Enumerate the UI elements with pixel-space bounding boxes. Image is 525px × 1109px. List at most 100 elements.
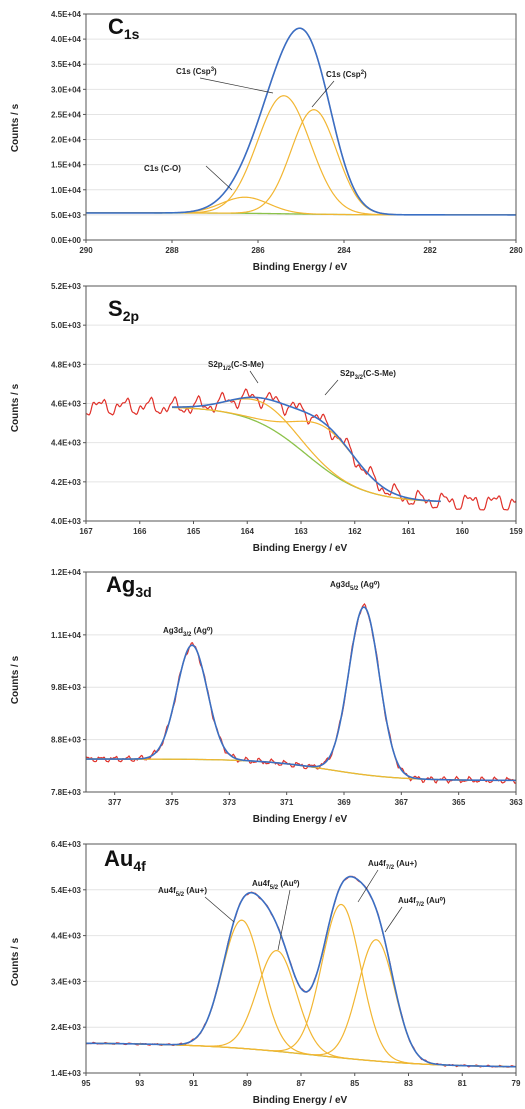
c1s-y-tick-label: 1.0E+04	[51, 186, 82, 195]
panel-s2p: 4.0E+03 4.2E+03 4.4E+03 4.6E+03 4.8E+03 5.0E+…	[10, 282, 523, 554]
au4f-grid	[86, 889, 516, 1028]
au4f-y-tick-label: 3.4E+03	[51, 977, 82, 986]
ag3d-x-tick-label: 375	[165, 798, 179, 807]
panel-au4f: 1.4E+03 2.4E+03 3.4E+03 4.4E+03 5.4E+03 6.4E+…	[10, 840, 521, 1106]
s2p-x-tick-label: 162	[348, 527, 362, 536]
ag3d-annotation-5-2: Ag3d5/2 (Ag⁰)	[330, 580, 380, 592]
c1s-x-tick-label: 286	[251, 246, 265, 255]
s2p-x-tick-label: 167	[79, 527, 93, 536]
c1s-x-tick-label: 284	[337, 246, 351, 255]
au4f-raw-data-line	[85, 875, 517, 1068]
c1s-annotation-csp3: C1s (Csp3)	[176, 67, 217, 76]
s2p-x-axis-title: Binding Energy / eV	[253, 543, 348, 554]
ag3d-curves	[85, 602, 517, 785]
s2p-annotation-3-2: S2p3/2(C-S-Me)	[340, 369, 396, 381]
ag3d-ticks: 7.8E+03 8.8E+03 9.8E+03 1.1E+04 1.2E+04 377 37…	[51, 568, 523, 807]
au4f-y-axis-title: Counts / s	[10, 937, 21, 986]
ag3d-background-line	[86, 758, 516, 782]
s2p-y-axis-title: Counts / s	[10, 383, 21, 432]
leader-s2p-1-2	[249, 370, 259, 384]
c1s-y-tick-label: 5.0E+03	[51, 211, 82, 220]
s2p-title: S2p	[108, 296, 139, 324]
au4f-component-3	[85, 903, 517, 1068]
ag3d-y-tick-label: 1.1E+04	[51, 631, 82, 640]
s2p-x-tick-label: 165	[187, 527, 201, 536]
s2p-x-tick-label: 166	[133, 527, 147, 536]
ag3d-component-1	[86, 644, 516, 781]
s2p-grid	[86, 324, 516, 483]
ag3d-y-tick-label: 7.8E+03	[51, 788, 82, 797]
s2p-y-tick-label: 4.6E+03	[51, 400, 82, 409]
au4f-x-tick-label: 83	[404, 1079, 413, 1088]
c1s-ticks: 0.0E+00 5.0E+03 1.0E+04 1.5E+04 2.0E+04 2.5E+…	[51, 10, 523, 255]
c1s-y-tick-label: 3.0E+04	[51, 85, 82, 94]
c1s-y-tick-label: 2.5E+04	[51, 110, 82, 119]
annotation-leaders	[199, 77, 403, 951]
c1s-x-tick-label: 290	[79, 246, 93, 255]
leader-c1s-co	[205, 165, 233, 191]
au4f-title: Au4f	[104, 846, 146, 874]
ag3d-x-tick-label: 373	[223, 798, 237, 807]
au4f-x-tick-label: 81	[458, 1079, 467, 1088]
au4f-plot-frame	[85, 843, 517, 1074]
s2p-y-tick-label: 5.2E+03	[51, 282, 82, 291]
c1s-x-tick-label: 282	[423, 246, 437, 255]
c1s-annotation-csp2: C1s (Csp2)	[326, 70, 367, 79]
c1s-y-tick-label: 1.5E+04	[51, 161, 82, 170]
au4f-x-tick-label: 89	[243, 1079, 252, 1088]
c1s-x-axis-title: Binding Energy / eV	[253, 262, 348, 273]
s2p-y-tick-label: 4.0E+03	[51, 517, 82, 526]
c1s-title: C1s	[108, 14, 140, 42]
c1s-envelope-line	[85, 27, 516, 216]
c1s-curves	[85, 27, 516, 216]
s2p-y-tick-label: 4.2E+03	[51, 478, 82, 487]
au4f-annotation-5-2-au0: Au4f5/2 (Au⁰)	[252, 879, 300, 891]
s2p-x-tick-label: 159	[509, 527, 523, 536]
c1s-x-tick-label: 280	[509, 246, 523, 255]
c1s-y-tick-label: 3.5E+04	[51, 60, 82, 69]
au4f-x-tick-label: 85	[350, 1079, 359, 1088]
c1s-plot-frame	[85, 13, 517, 241]
ag3d-y-axis-title: Counts / s	[10, 655, 21, 704]
ag3d-title: Ag3d	[106, 572, 152, 600]
au4f-y-tick-label: 4.4E+03	[51, 932, 82, 941]
au4f-x-tick-label: 79	[512, 1079, 521, 1088]
s2p-ticks: 4.0E+03 4.2E+03 4.4E+03 4.6E+03 4.8E+03 5.0E+…	[51, 282, 523, 536]
c1s-y-axis-title: Counts / s	[10, 103, 21, 152]
ag3d-component-2	[86, 606, 516, 781]
au4f-y-tick-label: 1.4E+03	[51, 1069, 82, 1078]
c1s-component-3	[85, 109, 516, 216]
au4f-component-2	[85, 949, 517, 1068]
panel-c1s: 0.0E+00 5.0E+03 1.0E+04 1.5E+04 2.0E+04 2.5E+…	[10, 10, 523, 273]
au4f-annotation-5-2-auplus: Au4f5/2 (Au+)	[158, 886, 207, 898]
ag3d-grid	[86, 634, 516, 741]
ag3d-y-tick-label: 9.8E+03	[51, 683, 82, 692]
au4f-x-tick-label: 93	[135, 1079, 144, 1088]
s2p-x-tick-label: 164	[241, 527, 255, 536]
s2p-envelope-line	[172, 396, 441, 503]
au4f-y-tick-label: 6.4E+03	[51, 840, 82, 849]
au4f-annotation-7-2-auplus: Au4f7/2 (Au+)	[368, 859, 417, 871]
ag3d-x-tick-label: 365	[452, 798, 466, 807]
panel-ag3d: 7.8E+03 8.8E+03 9.8E+03 1.1E+04 1.2E+04 377 37…	[10, 568, 523, 825]
c1s-raw-data-line	[85, 27, 516, 216]
leader-s2p-3-2	[324, 379, 339, 396]
leader-au4f-5-2-auplus	[204, 896, 235, 923]
ag3d-y-tick-label: 8.8E+03	[51, 736, 82, 745]
s2p-y-tick-label: 4.4E+03	[51, 439, 82, 448]
s2p-y-tick-label: 4.8E+03	[51, 360, 82, 369]
c1s-x-tick-label: 288	[165, 246, 179, 255]
au4f-x-tick-label: 95	[82, 1079, 91, 1088]
c1s-y-tick-label: 4.5E+04	[51, 10, 82, 19]
ag3d-x-tick-label: 369	[337, 798, 351, 807]
s2p-x-tick-label: 161	[402, 527, 416, 536]
c1s-y-tick-label: 2.0E+04	[51, 136, 82, 145]
leader-au4f-7-2-auplus	[357, 869, 379, 903]
au4f-x-tick-label: 87	[297, 1079, 306, 1088]
s2p-annotation-1-2: S2p1/2(C-S-Me)	[208, 360, 264, 372]
au4f-x-axis-title: Binding Energy / eV	[253, 1095, 348, 1106]
au4f-curves	[85, 875, 517, 1068]
au4f-x-tick-label: 91	[189, 1079, 198, 1088]
s2p-curves	[85, 388, 517, 511]
